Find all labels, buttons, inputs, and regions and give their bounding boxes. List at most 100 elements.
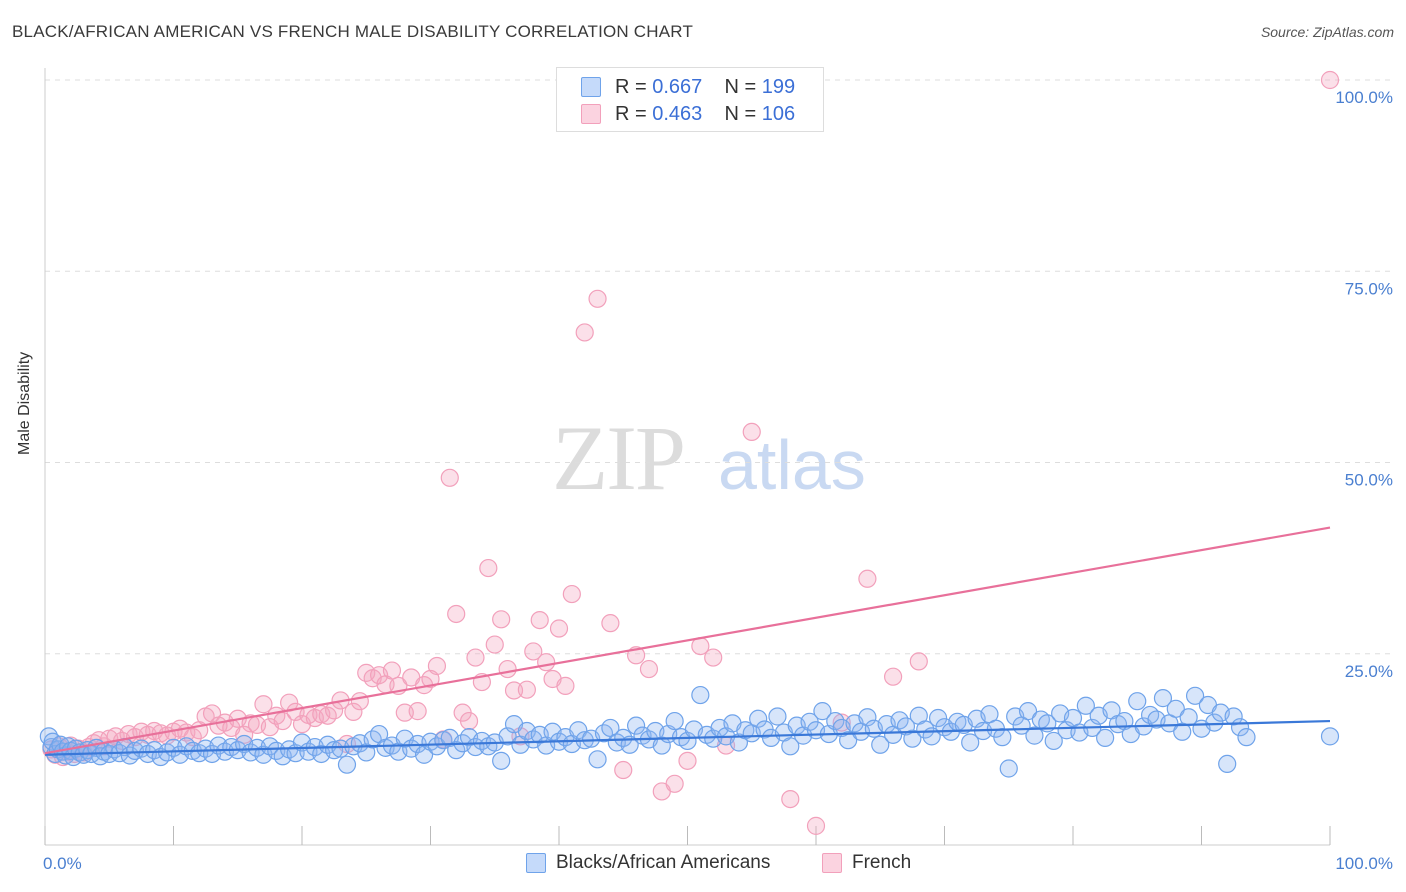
blacks-point bbox=[903, 729, 922, 748]
french-point bbox=[665, 774, 684, 793]
blacks-point bbox=[1096, 728, 1115, 748]
legend-r-label: R = bbox=[615, 102, 647, 125]
x-tick-label: 100.0% bbox=[1335, 854, 1393, 873]
french-point bbox=[909, 652, 928, 671]
x-tick-label: 0.0% bbox=[43, 854, 82, 873]
french-point bbox=[273, 711, 292, 731]
blacks-point bbox=[961, 733, 980, 752]
french-point bbox=[575, 323, 594, 342]
legend-row-blacks: R = 0.667 N = 199 bbox=[581, 74, 795, 100]
french-point bbox=[382, 661, 402, 680]
legend-swatch-pink bbox=[581, 104, 601, 124]
french-point bbox=[440, 468, 459, 487]
legend-n-value: 199 bbox=[761, 75, 796, 98]
french-point bbox=[479, 558, 498, 578]
french-point bbox=[427, 656, 447, 676]
blacks-point bbox=[1205, 713, 1224, 732]
legend-swatch-blue bbox=[581, 77, 601, 97]
french-point bbox=[466, 648, 485, 667]
french-point bbox=[530, 610, 549, 630]
chart-title: BLACK/AFRICAN AMERICAN VS FRENCH MALE DI… bbox=[12, 22, 694, 41]
blacks-point bbox=[1185, 686, 1205, 705]
french-point bbox=[549, 619, 569, 638]
blacks-point bbox=[614, 728, 633, 748]
blacks-point bbox=[749, 709, 768, 728]
watermark-atlas: atlas bbox=[718, 426, 866, 504]
blacks-point bbox=[325, 741, 344, 760]
blacks-point bbox=[1128, 692, 1147, 711]
french-point bbox=[537, 653, 556, 672]
blacks-point bbox=[858, 708, 877, 727]
blacks-point bbox=[588, 750, 607, 769]
blacks-point bbox=[260, 737, 279, 756]
blacks-point bbox=[839, 731, 858, 750]
blacks-point bbox=[652, 736, 671, 755]
blacks-point bbox=[1218, 754, 1237, 774]
axes bbox=[44, 68, 1331, 846]
french-point bbox=[781, 789, 800, 809]
y-tick-label: 100.0% bbox=[1335, 88, 1393, 107]
y-tick-label: 50.0% bbox=[1345, 471, 1393, 490]
blacks-point bbox=[492, 751, 511, 770]
french-point bbox=[601, 614, 620, 633]
blacks-point bbox=[1153, 689, 1173, 708]
blacks-point bbox=[665, 711, 684, 731]
french-point bbox=[350, 692, 369, 711]
legend-r-label: R = bbox=[615, 75, 647, 98]
legend-n-label: N = bbox=[724, 75, 757, 98]
french-point bbox=[517, 680, 536, 699]
blacks-point bbox=[1237, 728, 1256, 747]
french-point bbox=[832, 713, 851, 732]
blacks-point bbox=[447, 741, 466, 760]
french-point bbox=[504, 681, 524, 700]
bottom-legend-label: French bbox=[852, 852, 912, 873]
bottom-legend-swatch-blue bbox=[526, 853, 546, 873]
legend-r-value: 0.667 bbox=[652, 75, 703, 98]
french-point bbox=[344, 702, 363, 721]
blacks-point bbox=[569, 721, 588, 740]
french-point bbox=[639, 659, 659, 679]
blacks-point bbox=[1018, 702, 1038, 721]
french-point bbox=[588, 289, 607, 308]
blacks-trend-line bbox=[44, 719, 1331, 756]
french-point bbox=[498, 659, 517, 679]
blacks-point bbox=[826, 711, 845, 731]
french-point bbox=[742, 422, 761, 441]
french-point bbox=[459, 711, 479, 731]
french-point bbox=[883, 667, 903, 686]
blacks-point bbox=[813, 702, 832, 721]
french-point bbox=[858, 569, 877, 588]
blacks-point bbox=[916, 720, 935, 739]
chart-source: Source: ZipAtlas.com bbox=[1260, 24, 1394, 40]
blacks-point bbox=[1025, 726, 1044, 745]
legend-row-french: R = 0.463 N = 106 bbox=[581, 101, 795, 127]
blacks-point bbox=[1166, 699, 1185, 718]
blacks-point bbox=[1140, 705, 1160, 725]
blacks-point bbox=[190, 744, 209, 763]
french-point bbox=[183, 728, 202, 747]
legend-n-value: 106 bbox=[761, 102, 796, 125]
blacks-point bbox=[768, 707, 787, 726]
blacks-point bbox=[1224, 707, 1243, 726]
y-axis-label: Male Disability bbox=[16, 351, 33, 455]
bottom-legend-swatch-pink bbox=[822, 853, 842, 873]
blacks-point bbox=[993, 728, 1012, 747]
y-tick-label: 25.0% bbox=[1345, 662, 1393, 681]
blacks-point bbox=[1044, 731, 1063, 751]
french-point bbox=[556, 676, 575, 695]
french-point bbox=[254, 695, 273, 714]
blacks-point bbox=[999, 759, 1018, 778]
bottom-legend-label: Blacks/African Americans bbox=[556, 852, 771, 873]
grid-lines bbox=[45, 79, 1395, 655]
blacks-point bbox=[1320, 727, 1340, 746]
french-point bbox=[678, 751, 697, 770]
blacks-point bbox=[337, 755, 357, 774]
blacks-point bbox=[691, 685, 710, 705]
blacks-point bbox=[781, 737, 800, 756]
trend-lines bbox=[44, 526, 1331, 756]
correlation-legend: R = 0.667 N = 199 R = 0.463 N = 106 bbox=[556, 67, 824, 132]
french-point bbox=[408, 702, 427, 721]
french-point bbox=[447, 604, 466, 624]
tick-labels: 25.0% 50.0% 75.0% 100.0% 0.0% 100.0% bbox=[43, 88, 1393, 873]
